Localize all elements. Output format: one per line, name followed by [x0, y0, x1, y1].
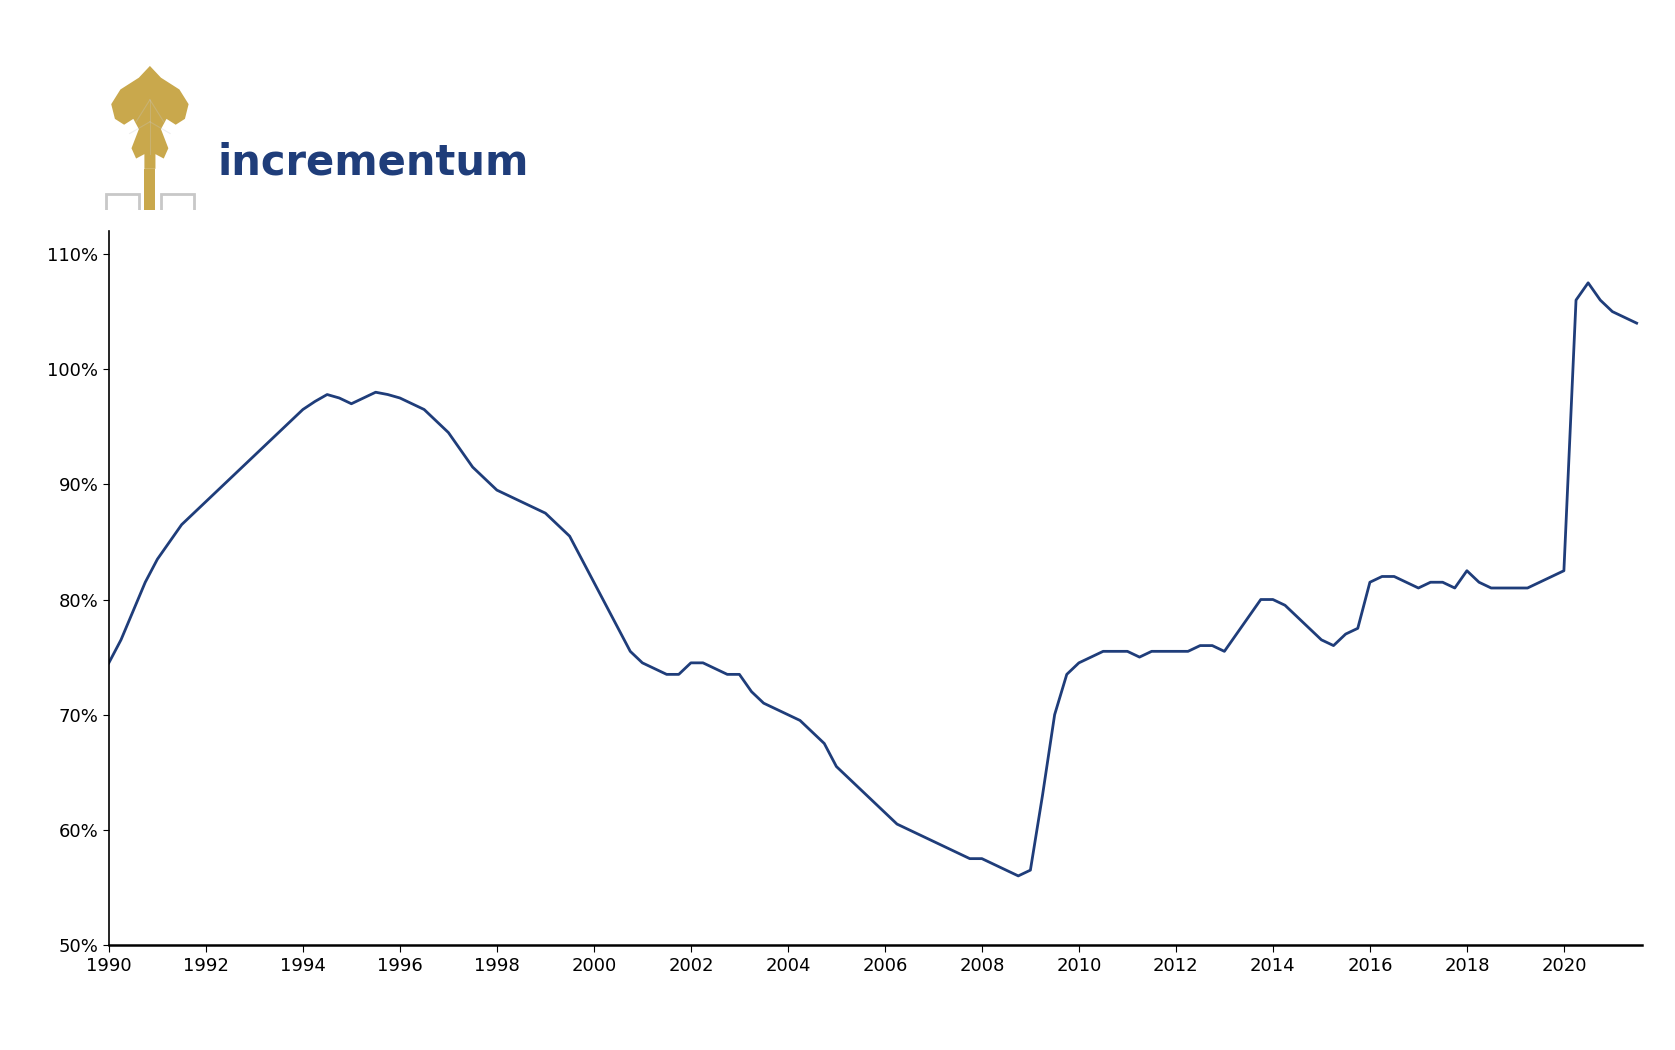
Polygon shape — [111, 66, 189, 169]
Bar — [161, 194, 194, 217]
Polygon shape — [144, 169, 156, 210]
Text: incrementum: incrementum — [218, 142, 529, 184]
Bar — [106, 194, 139, 217]
